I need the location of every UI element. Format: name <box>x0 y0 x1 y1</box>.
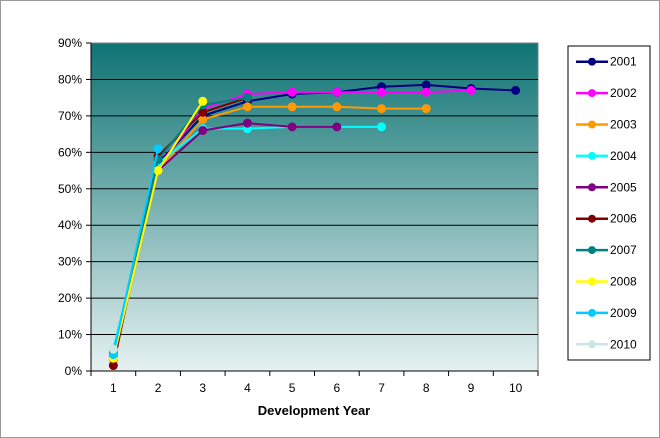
series-lines <box>108 80 521 371</box>
x-tick-label: 5 <box>289 381 296 395</box>
data-point <box>377 122 387 132</box>
legend-swatch-marker <box>588 340 596 349</box>
x-tick-label: 4 <box>244 381 251 395</box>
legend-label: 2009 <box>610 306 637 320</box>
y-tick-label: 70% <box>58 109 82 123</box>
series-line-2009 <box>112 148 160 355</box>
x-tick-label: 2 <box>155 381 162 395</box>
legend: 2001 2002 2003 2004 2005 2006 2007 2008 2009 2010 <box>567 45 651 361</box>
legend-swatch-marker <box>588 277 596 286</box>
series-line-2003 <box>112 105 427 361</box>
y-tick-label: 40% <box>58 218 82 232</box>
y-tick-label: 60% <box>58 145 82 159</box>
legend-item-2006: 2006 <box>576 212 637 226</box>
y-tick-label: 90% <box>58 36 82 50</box>
legend-label: 2006 <box>610 212 637 226</box>
data-point <box>377 87 387 97</box>
data-point <box>421 87 431 97</box>
legend-swatch-marker <box>588 246 596 255</box>
legend-swatch-marker <box>588 120 596 129</box>
data-point <box>287 87 297 97</box>
data-point <box>242 118 252 128</box>
legend-item-2008: 2008 <box>576 275 637 289</box>
y-tick-label: 0% <box>65 364 83 378</box>
data-point <box>198 96 208 106</box>
data-point <box>198 125 208 135</box>
x-tick-label: 7 <box>378 381 385 395</box>
y-tick-label: 20% <box>58 291 82 305</box>
legend-item-2009: 2009 <box>576 306 637 320</box>
y-tick-label: 10% <box>58 328 82 342</box>
x-tick-label: 1 <box>110 381 117 395</box>
data-point <box>242 102 252 112</box>
data-point <box>332 122 342 132</box>
legend-swatch-marker <box>588 57 596 66</box>
legend-box <box>567 45 651 361</box>
series-2009 <box>108 144 163 360</box>
series-line-2007 <box>112 96 248 357</box>
data-point <box>153 144 163 154</box>
legend-label: 2005 <box>610 180 637 194</box>
legend-label: 2008 <box>610 275 637 289</box>
legend-item-2007: 2007 <box>576 243 637 257</box>
data-point <box>377 104 387 114</box>
data-point <box>511 85 521 95</box>
legend-item-2003: 2003 <box>576 118 637 132</box>
legend-item-2005: 2005 <box>576 180 637 194</box>
x-tick-label: 8 <box>423 381 430 395</box>
data-point <box>153 166 163 176</box>
legend-item-2004: 2004 <box>576 149 637 163</box>
plot-area <box>90 42 539 372</box>
data-point <box>287 122 297 132</box>
axes: 0% 10% 20% 30% 40% 50% 60% 70% 80% 90% 1 2 3 4 5 6 7 8 9 10 <box>58 36 539 395</box>
legend-label: 2010 <box>610 337 637 351</box>
legend-label: 2002 <box>610 86 637 100</box>
data-point <box>332 102 342 112</box>
legend-label: 2007 <box>610 243 637 257</box>
legend-swatch-marker <box>588 214 596 223</box>
data-point <box>287 102 297 112</box>
data-point <box>242 93 252 103</box>
x-tick-label: 3 <box>199 381 206 395</box>
legend-swatch-marker <box>588 89 596 98</box>
data-point <box>466 85 476 95</box>
data-point <box>332 87 342 97</box>
series-2010 <box>108 344 118 354</box>
y-tick-label: 80% <box>58 72 82 86</box>
legend-swatch-marker <box>588 151 596 160</box>
legend-swatch-marker <box>588 183 596 192</box>
data-point <box>421 104 431 114</box>
legend-item-2002: 2002 <box>576 86 637 100</box>
x-tick-label: 9 <box>468 381 475 395</box>
x-tick-label: 6 <box>334 381 341 395</box>
legend-item-2010: 2010 <box>576 337 637 351</box>
gridlines <box>91 78 538 336</box>
x-axis-title: Development Year <box>258 403 370 418</box>
data-point <box>108 344 118 354</box>
legend-swatch-marker <box>588 308 596 317</box>
legend-label: 2003 <box>610 118 637 132</box>
legend-item-2001: 2001 <box>576 55 637 69</box>
x-tick-label: 10 <box>509 381 523 395</box>
y-tick-label: 50% <box>58 182 82 196</box>
legend-label: 2001 <box>610 55 637 69</box>
legend-label: 2004 <box>610 149 637 163</box>
y-tick-label: 30% <box>58 255 82 269</box>
